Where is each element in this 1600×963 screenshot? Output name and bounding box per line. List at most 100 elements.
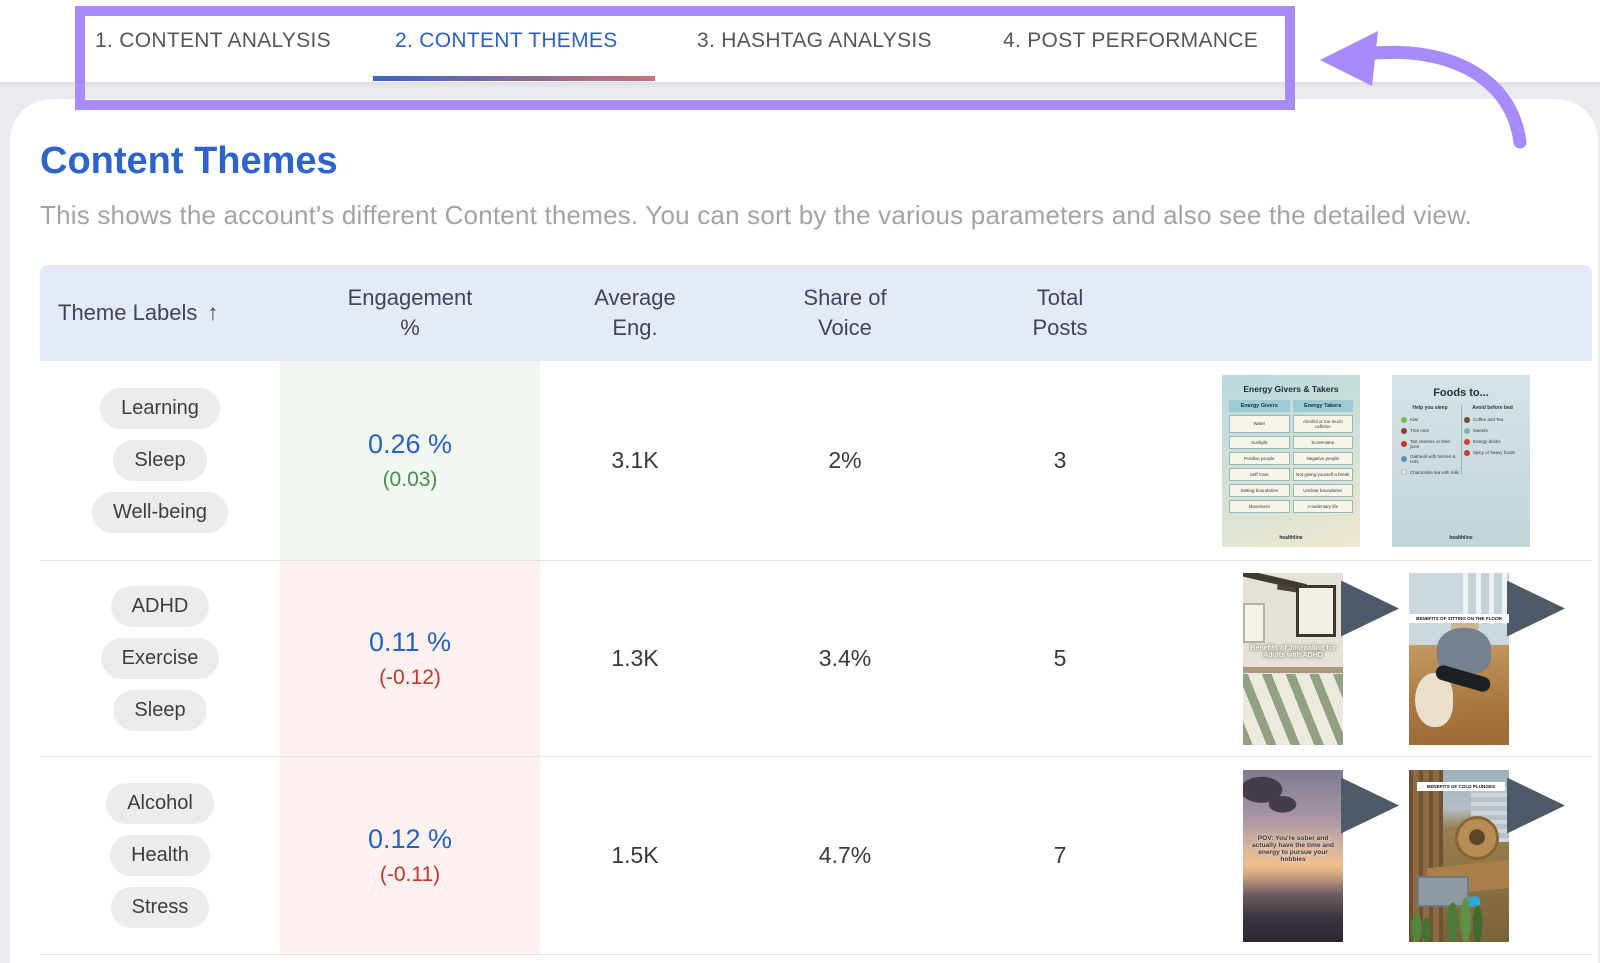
tab-hashtag-analysis[interactable]: 3. HASHTAG ANALYSIS	[697, 0, 932, 82]
sort-ascending-icon[interactable]: ↑	[207, 298, 218, 328]
video-caption: BENEFITS OF COLD PLUNGES	[1417, 782, 1505, 791]
infographic-item: Setting boundaries	[1229, 484, 1290, 497]
engagement-value: 0.26 %	[368, 429, 452, 460]
share-of-voice-value: 2%	[730, 361, 960, 560]
total-posts-header-line1: Total	[1037, 283, 1083, 313]
tree-silhouette	[1243, 770, 1303, 822]
column-header-average-eng[interactable]: Average Eng.	[540, 265, 730, 361]
average-engagement-value: 1.5K	[540, 757, 730, 954]
video-still: POV: You're sober and actually have the …	[1243, 770, 1343, 942]
post-thumbnails-cell: Energy Givers & Takers Energy Givers Ene…	[1160, 361, 1592, 560]
column-header-total-posts[interactable]: Total Posts	[960, 265, 1160, 361]
post-thumbnail-sitting-on-floor-video[interactable]: BENEFITS OF SITTING ON THE FLOOR	[1409, 573, 1509, 745]
column-header-theme-labels[interactable]: Theme Labels ↑	[40, 265, 280, 361]
barrel-sauna	[1455, 816, 1499, 860]
infographic-item: Oatmeal with berries & nuts	[1401, 454, 1459, 464]
engagement-cell: 0.11 % (-0.12)	[280, 561, 540, 756]
total-posts-value: 7	[960, 757, 1160, 954]
infographic-item: Movement	[1229, 500, 1290, 513]
infographic-column-header: Help you sleep	[1401, 405, 1459, 411]
infographic-item: Positive people	[1229, 452, 1290, 465]
infographic-item: Unclear boundaries	[1293, 484, 1354, 497]
infographic-item: Not giving yourself a break	[1293, 468, 1354, 481]
infographic-item: Screentime	[1293, 436, 1354, 449]
theme-labels-header-text: Theme Labels	[58, 298, 197, 328]
theme-label-pill: Stress	[111, 887, 210, 928]
infographic-item: Negative people	[1293, 452, 1354, 465]
post-thumbnail-journaling-video[interactable]: Benefits of Journaling for Adults with A…	[1243, 573, 1343, 745]
infographic-item-label: Coffee and Tea	[1473, 417, 1503, 422]
infographic-item: Tree nuts	[1401, 428, 1459, 434]
theme-labels-cell: Alcohol Health Stress	[40, 757, 280, 954]
right-arrow-flag-icon	[1507, 778, 1565, 834]
post-thumbnail-sober-sunset-video[interactable]: POV: You're sober and actually have the …	[1243, 770, 1343, 942]
table-row-alcohol-health-stress[interactable]: Alcohol Health Stress 0.12 % (-0.11) 1.5…	[40, 757, 1592, 955]
infographic-item-label: Chamomile tea with milk	[1410, 470, 1459, 475]
theme-label-pill: Alcohol	[106, 783, 214, 824]
infographic-item-label: Tart cherries or their juice	[1410, 439, 1459, 449]
infographic-item-label: Energy drinks	[1473, 439, 1501, 444]
tab-content-themes[interactable]: 2. CONTENT THEMES	[395, 0, 618, 82]
engagement-value: 0.12 %	[368, 824, 452, 855]
infographic-item: Sunlight	[1229, 436, 1290, 449]
stair-rail	[1243, 667, 1343, 673]
theme-label-pill: ADHD	[111, 586, 210, 627]
infographic-title: Foods to...	[1433, 387, 1489, 399]
window	[1243, 603, 1265, 643]
average-engagement-value: 1.3K	[540, 561, 730, 756]
share-of-voice-value: 4.7%	[730, 757, 960, 954]
infographic-item: Sweets	[1464, 428, 1521, 434]
engagement-delta: (-0.12)	[379, 666, 441, 690]
energy-drink-icon	[1464, 439, 1470, 445]
post-thumbnails-cell: POV: You're sober and actually have the …	[1160, 757, 1592, 954]
theme-label-pill: Well-being	[92, 492, 228, 533]
table-row-adhd-exercise-sleep[interactable]: ADHD Exercise Sleep 0.11 % (-0.12) 1.3K …	[40, 561, 1592, 757]
engagement-delta: (-0.11)	[380, 863, 440, 887]
right-arrow-flag-icon	[1341, 581, 1399, 637]
theme-label-pill: Exercise	[101, 638, 220, 679]
engagement-cell: 0.12 % (-0.11)	[280, 757, 540, 954]
video-still: Benefits of Journaling for Adults with A…	[1243, 573, 1343, 745]
post-thumbnail-cold-plunge-video[interactable]: BENEFITS OF COLD PLUNGES	[1409, 770, 1509, 942]
active-tab-underline	[373, 76, 655, 81]
infographic-item-label: Tree nuts	[1410, 428, 1429, 433]
post-thumbnail-foods-to[interactable]: Foods to... Help you sleep Kiwi Tree nut…	[1392, 375, 1530, 547]
column-header-media	[1160, 265, 1592, 361]
top-navigation-bar: 1. CONTENT ANALYSIS 2. CONTENT THEMES 3.…	[0, 0, 1600, 82]
column-header-share-of-voice[interactable]: Share of Voice	[730, 265, 960, 361]
share-of-voice-header-line1: Share of	[803, 283, 886, 313]
engagement-cell: 0.26 % (0.03)	[280, 361, 540, 560]
video-still: BENEFITS OF SITTING ON THE FLOOR	[1409, 573, 1509, 745]
engagement-delta: (0.03)	[383, 468, 438, 492]
infographic-item-label: Sweets	[1473, 428, 1488, 433]
post-thumbnail-energy-givers-takers[interactable]: Energy Givers & Takers Energy Givers Ene…	[1222, 375, 1360, 547]
tab-content-analysis[interactable]: 1. CONTENT ANALYSIS	[95, 0, 331, 82]
theme-label-pill: Sleep	[113, 690, 206, 731]
table-row-learning-sleep-wellbeing[interactable]: Learning Sleep Well-being 0.26 % (0.03) …	[40, 361, 1592, 561]
infographic-item-label: Oatmeal with berries & nuts	[1410, 454, 1459, 464]
healthline-logo: healthline	[1449, 535, 1472, 541]
picture-frame	[1296, 585, 1336, 637]
engagement-header-line2: %	[400, 313, 420, 343]
infographic-item: A sedentary life	[1293, 500, 1354, 513]
healthline-logo: healthline	[1279, 535, 1302, 541]
share-of-voice-header-line2: Voice	[818, 313, 872, 343]
tab-post-performance[interactable]: 4. POST PERFORMANCE	[1003, 0, 1258, 82]
infographic-columns: Help you sleep Kiwi Tree nuts Tart cherr…	[1399, 405, 1523, 476]
video-caption: BENEFITS OF SITTING ON THE FLOOR	[1409, 614, 1509, 623]
infographic-grid: Energy Givers Energy Takers Water Alcoho…	[1229, 400, 1353, 513]
infographic-item: Coffee and Tea	[1464, 417, 1521, 423]
infographic-item: Self Care	[1229, 468, 1290, 481]
average-eng-header-line1: Average	[594, 283, 676, 313]
chili-pepper-icon	[1464, 450, 1470, 456]
video-caption: POV: You're sober and actually have the …	[1247, 835, 1339, 863]
infographic-item: Kiwi	[1401, 417, 1459, 423]
content-themes-table: Theme Labels ↑ Engagement % Average Eng.…	[40, 265, 1592, 955]
tea-cup-icon	[1401, 469, 1407, 475]
striped-rug	[1243, 674, 1343, 745]
infographic-item-label: Kiwi	[1410, 417, 1418, 422]
column-header-engagement[interactable]: Engagement %	[280, 265, 540, 361]
coffee-cup-icon	[1464, 417, 1470, 423]
cherries-icon	[1401, 441, 1407, 447]
infographic-title: Energy Givers & Takers	[1243, 384, 1338, 394]
